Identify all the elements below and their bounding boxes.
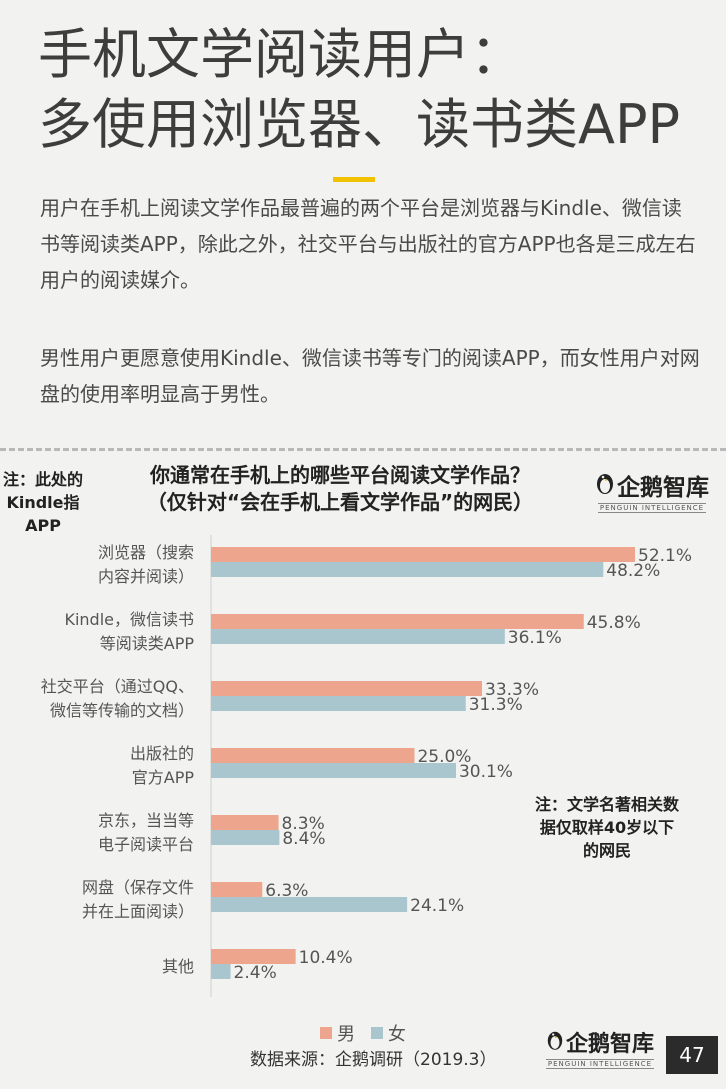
category-label: 官方APP [132, 768, 195, 787]
section-divider [0, 448, 726, 451]
bar-male [211, 614, 584, 629]
footer-logo-name: 企鹅智库 [565, 1032, 654, 1057]
data-label-male: 25.0% [417, 747, 471, 767]
legend-swatch-male [320, 1027, 333, 1039]
category-label: 微信等传输的文档） [50, 701, 194, 720]
bar-male [211, 815, 279, 830]
bar-female [211, 830, 280, 845]
kindle-note: 注：此处的Kindle指APP [2, 470, 83, 535]
data-label-female: 48.2% [606, 561, 660, 581]
category-label: Kindle，微信读书 [64, 610, 194, 629]
chart-title: 你通常在手机上的哪些平台阅读文学作品？ （仅针对“会在手机上看文学作品”的网民） [100, 462, 580, 516]
legend-label-male: 男 [337, 1024, 356, 1045]
bar-female [211, 562, 604, 577]
sample-note: 注：文学名著相关数据仅取样40岁以下的网民 [534, 795, 679, 860]
bar-female [211, 696, 466, 711]
data-label-female: 24.1% [410, 896, 464, 916]
data-label-female: 30.1% [459, 762, 513, 782]
chart-title-line-1: 你通常在手机上的哪些平台阅读文学作品？ [150, 463, 530, 487]
intro-paragraph-2: 男性用户更愿意使用Kindle、微信读书等专门的阅读APP，而女性用户对网盘的使… [40, 346, 700, 406]
category-label: 京东，当当等 [98, 811, 194, 830]
page-number: 47 [666, 1036, 718, 1074]
penguin-icon [595, 470, 615, 500]
bar-female [211, 964, 231, 979]
legend-label-female: 女 [387, 1024, 406, 1045]
title-accent-bar [333, 177, 375, 182]
category-label: 出版社的 [130, 744, 194, 763]
bar-male [211, 547, 635, 562]
data-label-female: 2.4% [234, 963, 277, 983]
data-label-male: 6.3% [265, 881, 308, 901]
page-title-line-2: 多使用浏览器、读书类APP [38, 93, 681, 156]
category-label: 并在上面阅读） [82, 902, 194, 921]
penguin-intelligence-logo: 企鹅智库 PENGUIN INTELLIGENCE [595, 468, 709, 513]
category-label: 内容并阅读） [98, 567, 194, 586]
data-label-male: 52.1% [638, 546, 692, 566]
logo-name: 企鹅智库 [617, 475, 709, 501]
category-label: 等阅读类APP [100, 634, 195, 653]
bar-male [211, 949, 296, 964]
category-label: 其他 [162, 957, 194, 976]
footer-logo: 企鹅智库 PENGUIN INTELLIGENCE [545, 1026, 655, 1069]
bar-female [211, 897, 408, 912]
footer-logo-subtitle: PENGUIN INTELLIGENCE [545, 1059, 655, 1069]
chart-legend: 男 女 [0, 1020, 726, 1046]
category-label: 电子阅读平台 [98, 835, 194, 854]
bar-male [211, 748, 415, 763]
intro-paragraph-1: 用户在手机上阅读文学作品最普遍的两个平台是浏览器与Kindle、微信读书等阅读类… [40, 196, 696, 292]
category-label: 网盘（保存文件 [82, 878, 194, 897]
bar-male [211, 882, 263, 897]
footer-penguin-icon [546, 1028, 564, 1056]
legend-swatch-female [370, 1027, 383, 1039]
bar-female [211, 763, 456, 778]
page-title-line-1: 手机文学阅读用户： [38, 23, 524, 86]
category-label: 社交平台（通过QQ、 [41, 677, 194, 696]
bar-male [211, 681, 483, 696]
data-label-male: 33.3% [485, 680, 539, 700]
category-label: 浏览器（搜索 [98, 543, 194, 562]
data-label-female: 36.1% [508, 628, 562, 648]
chart-title-line-2: （仅针对“会在手机上看文学作品”的网民） [146, 490, 534, 514]
data-label-female: 8.4% [282, 829, 325, 849]
logo-subtitle: PENGUIN INTELLIGENCE [597, 503, 707, 513]
page-title: 手机文学阅读用户： 多使用浏览器、读书类APP [38, 20, 708, 160]
bar-female [211, 629, 505, 644]
legend-item-male: 男 [320, 1020, 355, 1046]
legend-item-female: 女 [370, 1020, 406, 1046]
data-label-male: 8.3% [282, 814, 325, 834]
data-source: 数据来源：企鹅调研（2019.3） [250, 1050, 497, 1070]
data-label-male: 45.8% [587, 613, 641, 633]
data-label-female: 31.3% [469, 695, 523, 715]
data-label-male: 10.4% [299, 948, 353, 968]
